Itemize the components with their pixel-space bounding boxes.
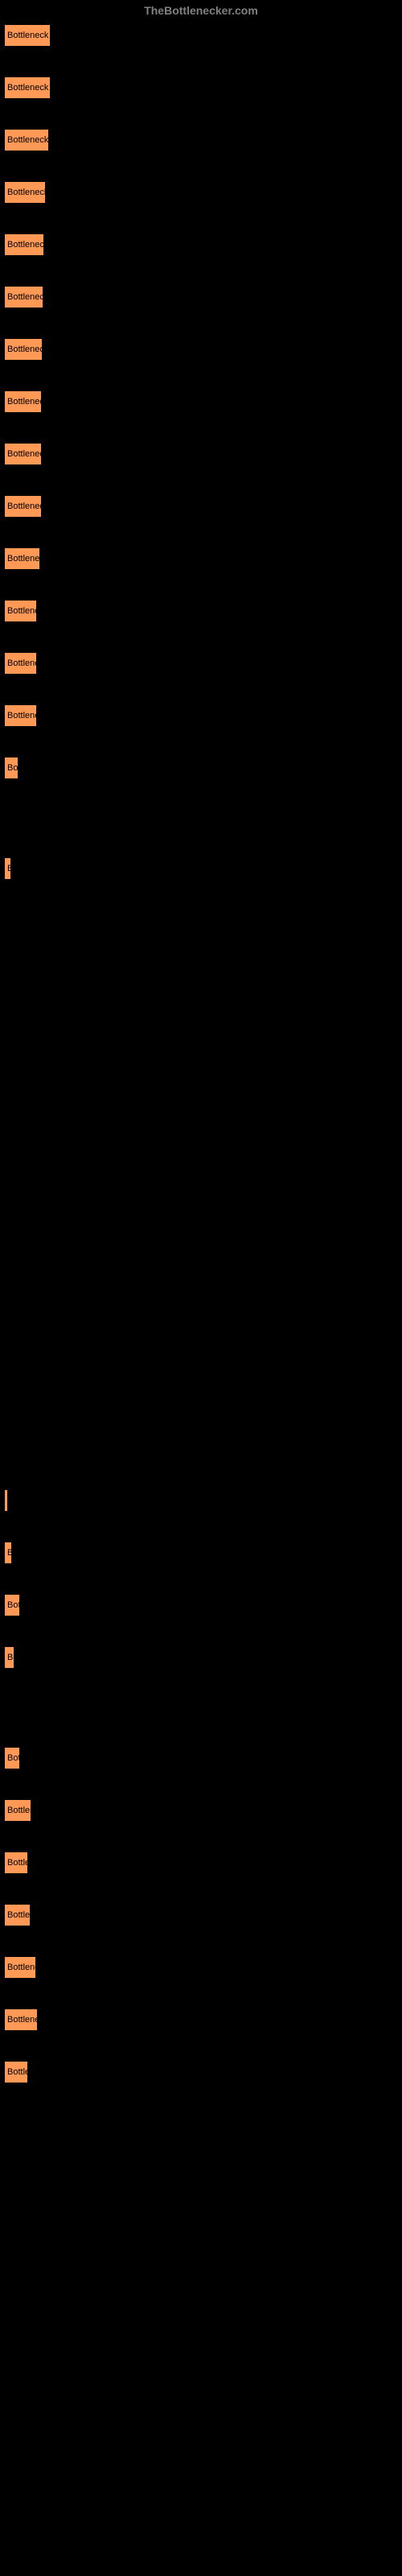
bar-row: Bott [4,1747,398,1771]
bar-label: Bottlene [7,711,37,720]
bar-row: Bottlen [4,1799,398,1823]
bar-label: Bott [7,1753,20,1763]
bar-row [4,1489,398,1513]
chart-bar: Bottleneck r [4,24,51,47]
bar-label: Bottlen [7,1806,31,1815]
bar-row: B [4,857,398,881]
chart-bar: Bo [4,1646,14,1669]
bar-row: Bot [4,757,398,781]
bar-label: Bottleneck [7,397,42,407]
chart-bar: Bottleneck [4,338,43,361]
bar-row: Bottleneck [4,181,398,205]
bar-label: Bottlene [7,658,37,668]
bar-row: Bottleneck [4,338,398,362]
bar-row: Bottlene [4,652,398,676]
bar-row: Bottlene [4,1956,398,1980]
chart-bar: Bott [4,1747,20,1769]
chart-bar: Bottle [4,1852,28,1874]
bar-row: Bottleneck d [4,129,398,153]
bar-label: Bottleneck [7,292,43,302]
bar-label: B [7,864,11,873]
bar-label: Bottleneck [7,449,42,459]
bar-label: Bottle [7,1858,28,1868]
bar-row: Bottleneck [4,233,398,258]
bar-label: Bottlene [7,1963,36,1972]
chart-bar: Bottleneck [4,286,43,308]
chart-bar: Bottlene [4,2008,38,2031]
bar-label: Bot [7,763,18,773]
bar-row: B [4,1542,398,1566]
chart-bar: Bottlene [4,704,37,727]
bar-row: Bottleneck [4,390,398,415]
bar-row: Bottle [4,1852,398,1876]
bar-label: Bottleneck [7,345,43,354]
chart-bar: Bottlenec [4,547,40,570]
chart-bar: Bottleneck [4,233,44,256]
chart-bar: B [4,1542,12,1564]
bar-label: Bottleneck [7,188,46,197]
chart-bar: Bottlene [4,652,37,675]
bar-row: Bottlene [4,2008,398,2033]
watermark-text: TheBottlenecker.com [144,4,258,17]
bar-label: Bottleneck r [7,31,51,40]
chart-bar: Bottlene [4,1956,36,1979]
chart-bar: Bottleneck [4,443,42,465]
bar-row: Bott [4,1594,398,1618]
bar-row: Bottleneck [4,286,398,310]
bar-row: Bottleneck [4,495,398,519]
chart-bar: Bottleneck [4,390,42,413]
bar-label: B [7,1548,12,1558]
bar-label: Bo [7,1653,14,1662]
chart-bar: Bottle [4,2061,28,2083]
chart-bar [4,1489,8,1512]
chart-bar: Bottleneck [4,495,42,518]
bar-label: Bottleneck r [7,83,51,93]
bar-row: Bottle [4,2061,398,2085]
bar-row: Bottler [4,1904,398,1928]
bar-label: Bottlene [7,2015,38,2025]
chart-bar: Bottleneck r [4,76,51,99]
bar-row: Bottlene [4,704,398,729]
chart-bar: Bottleneck [4,181,46,204]
bar-label: Bottle [7,2067,28,2077]
chart-bar: Bottlene [4,600,37,622]
bar-label: Bott [7,1600,20,1610]
bar-label: Bottleneck d [7,135,49,145]
bar-row: Bo [4,1646,398,1670]
bar-row: Bottleneck r [4,76,398,101]
chart-bar: Bottlen [4,1799,31,1822]
bar-row: Bottleneck r [4,24,398,48]
chart-bar: Bott [4,1594,20,1616]
bar-label: Bottlene [7,606,37,616]
bar-row: Bottlenec [4,547,398,572]
chart-bar: Bottler [4,1904,31,1926]
bar-row: Bottlene [4,600,398,624]
bar-label: Bottlenec [7,554,40,564]
chart-bar: Bot [4,757,18,779]
bar-label: Bottleneck [7,502,42,511]
bar-row: Bottleneck [4,443,398,467]
bar-label: Bottler [7,1910,31,1920]
chart-bar: B [4,857,11,880]
chart-bar: Bottleneck d [4,129,49,151]
bar-label: Bottleneck [7,240,44,250]
